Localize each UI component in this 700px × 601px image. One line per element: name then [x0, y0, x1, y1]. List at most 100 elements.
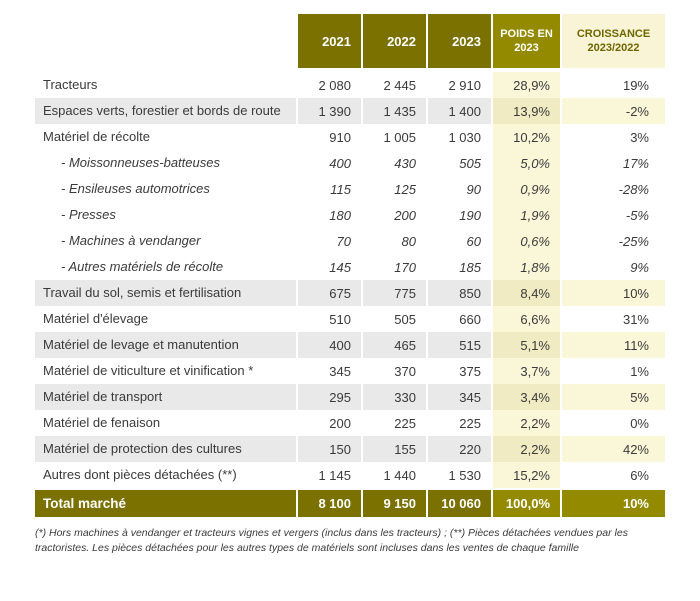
croissance: -25%: [560, 228, 665, 254]
value-2021: 150: [296, 436, 362, 462]
poids-2023: 1,9%: [491, 202, 561, 228]
row-label: - Ensileuses automotrices: [61, 181, 210, 196]
poids-2023: 2,2%: [491, 436, 561, 462]
croissance: 5%: [560, 384, 665, 410]
table-row: Espaces verts, forestier et bords de rou…: [35, 98, 665, 124]
value-2021: 70: [296, 228, 362, 254]
table-row: Autres dont pièces détachées (**) 1 145 1 …: [35, 462, 665, 489]
header-2022: 2022: [361, 14, 427, 72]
footnote: (*) Hors machines à vendanger et tracteu…: [35, 527, 628, 554]
value-2022: 775: [361, 280, 427, 306]
total-value-2021: 8 100: [296, 488, 362, 517]
value-2021: 1 390: [296, 98, 362, 124]
value-2022: 1 005: [361, 124, 427, 150]
value-2023: 220: [426, 436, 492, 462]
croissance: 31%: [560, 306, 665, 332]
poids-2023: 13,9%: [491, 98, 561, 124]
row-label: Matériel de récolte: [43, 129, 150, 144]
table-row: - Autres matériels de récolte 145 170 185 1,…: [35, 254, 665, 280]
poids-2023: 3,4%: [491, 384, 561, 410]
croissance: -28%: [560, 176, 665, 202]
poids-2023: 0,6%: [491, 228, 561, 254]
croissance: 9%: [560, 254, 665, 280]
value-2021: 510: [296, 306, 362, 332]
value-2022: 505: [361, 306, 427, 332]
value-2023: 1 530: [426, 462, 492, 489]
value-2021: 295: [296, 384, 362, 410]
croissance: 42%: [560, 436, 665, 462]
market-table: 2021 2022 2023 POIDS EN 2023 CROISSANCE …: [35, 14, 665, 517]
value-2022: 430: [361, 150, 427, 176]
total-value-2023: 10 060: [426, 488, 492, 517]
value-2023: 1 030: [426, 124, 492, 150]
table-row: Matériel de protection des cultures 150 15…: [35, 436, 665, 462]
table-row: Tracteurs 2 080 2 445 2 910 28,9% 19%: [35, 70, 665, 98]
value-2023: 190: [426, 202, 492, 228]
value-2021: 400: [296, 150, 362, 176]
total-croissance: 10%: [560, 488, 665, 517]
row-label: Espaces verts, forestier et bords de rou…: [35, 98, 297, 124]
table-row: Matériel d'élevage 510 505 660 6,6% 31%: [35, 306, 665, 332]
poids-2023: 8,4%: [491, 280, 561, 306]
poids-2023: 15,2%: [491, 462, 561, 489]
header-2021: 2021: [296, 14, 362, 72]
table-row: Matériel de fenaison 200 225 225 2,2% 0%: [35, 410, 665, 436]
croissance: 1%: [560, 358, 665, 384]
table-row: Matériel de récolte 910 1 005 1 030 10,2% 3%: [35, 124, 665, 150]
total-value-2022: 9 150: [361, 488, 427, 517]
row-label: - Autres matériels de récolte: [61, 259, 224, 274]
row-label: Tracteurs: [43, 77, 98, 92]
value-2023: 1 400: [426, 98, 492, 124]
header-poids-2023: POIDS EN 2023: [491, 14, 561, 72]
header-empty: [35, 14, 297, 72]
poids-2023: 6,6%: [491, 306, 561, 332]
croissance: 19%: [560, 70, 665, 98]
croissance: 3%: [560, 124, 665, 150]
value-2022: 80: [361, 228, 427, 254]
value-2023: 345: [426, 384, 492, 410]
value-2022: 125: [361, 176, 427, 202]
poids-2023: 10,2%: [491, 124, 561, 150]
row-label: Matériel de transport: [35, 384, 297, 410]
table-header-row: 2021 2022 2023 POIDS EN 2023 CROISSANCE …: [35, 14, 665, 72]
value-2021: 1 145: [296, 462, 362, 489]
poids-2023: 0,9%: [491, 176, 561, 202]
market-table-page: 2021 2022 2023 POIDS EN 2023 CROISSANCE …: [35, 14, 665, 554]
row-label: - Machines à vendanger: [61, 233, 201, 248]
value-2022: 2 445: [361, 70, 427, 98]
header-croissance: CROISSANCE 2023/2022: [560, 14, 665, 72]
value-2023: 60: [426, 228, 492, 254]
row-label: Matériel de protection des cultures: [35, 436, 297, 462]
value-2023: 660: [426, 306, 492, 332]
value-2022: 155: [361, 436, 427, 462]
croissance: -5%: [560, 202, 665, 228]
poids-2023: 5,0%: [491, 150, 561, 176]
value-2022: 465: [361, 332, 427, 358]
value-2021: 180: [296, 202, 362, 228]
value-2022: 1 440: [361, 462, 427, 489]
value-2021: 115: [296, 176, 362, 202]
header-poids-label: POIDS EN 2023: [500, 27, 553, 54]
poids-2023: 28,9%: [491, 70, 561, 98]
table-row: Matériel de viticulture et vinification …: [35, 358, 665, 384]
row-label: Travail du sol, semis et fertilisation: [35, 280, 297, 306]
value-2021: 910: [296, 124, 362, 150]
value-2021: 2 080: [296, 70, 362, 98]
value-2022: 370: [361, 358, 427, 384]
table-row: Travail du sol, semis et fertilisation 67…: [35, 280, 665, 306]
croissance: 6%: [560, 462, 665, 489]
value-2021: 400: [296, 332, 362, 358]
row-label: Matériel d'élevage: [43, 311, 149, 326]
value-2022: 200: [361, 202, 427, 228]
value-2023: 515: [426, 332, 492, 358]
table-row: - Ensileuses automotrices 115 125 90 0,9% -28…: [35, 176, 665, 202]
value-2023: 375: [426, 358, 492, 384]
row-label: - Presses: [61, 207, 116, 222]
value-2023: 505: [426, 150, 492, 176]
value-2023: 90: [426, 176, 492, 202]
table-row: - Machines à vendanger 70 80 60 0,6% -25%: [35, 228, 665, 254]
poids-2023: 3,7%: [491, 358, 561, 384]
row-label: - Moissonneuses-batteuses: [61, 155, 220, 170]
value-2023: 185: [426, 254, 492, 280]
table-row: - Moissonneuses-batteuses 400 430 505 5,0% 17…: [35, 150, 665, 176]
